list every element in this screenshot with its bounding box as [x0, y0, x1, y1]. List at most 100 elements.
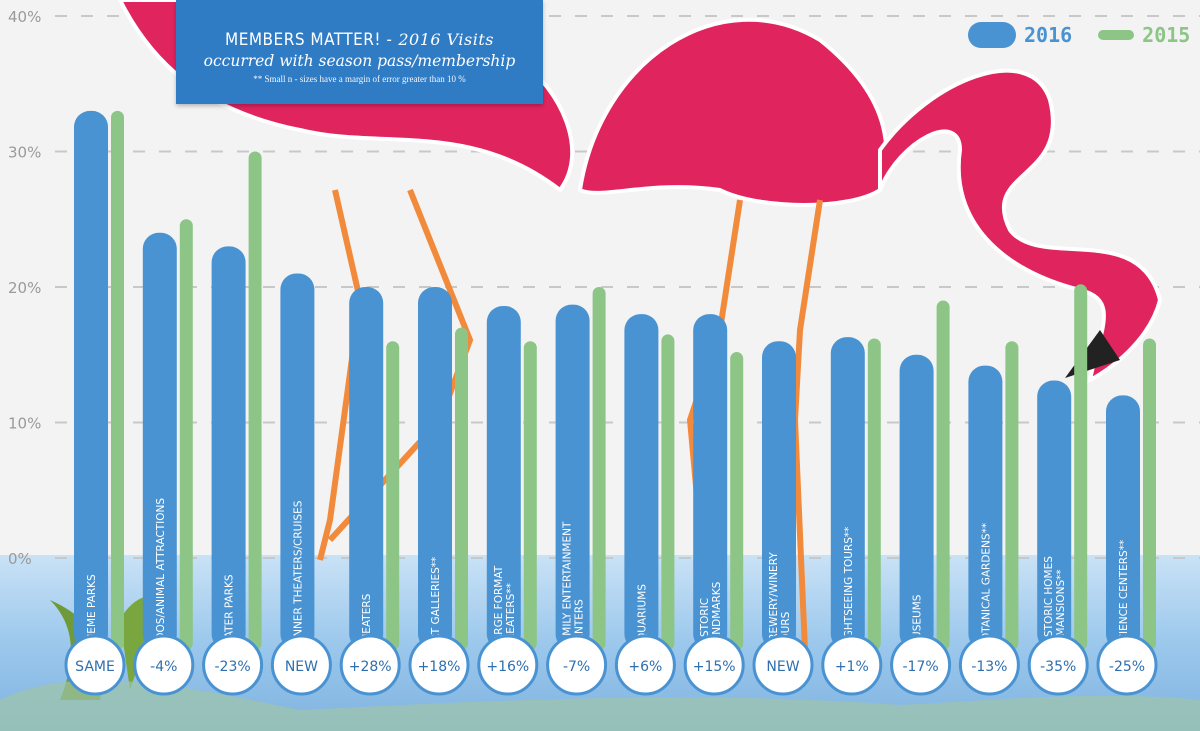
category-6: LARGE FORMATTHEATERS** +16%: [477, 305, 539, 696]
bar-2015: [661, 334, 675, 650]
legend: 2016 2015: [968, 22, 1190, 48]
bar-2016: [349, 287, 384, 650]
category-label-line: BREWERY/WINERY: [768, 552, 780, 648]
bar-2015: [248, 151, 262, 650]
change-label: +6%: [628, 659, 662, 675]
change-label: -25%: [1109, 659, 1145, 675]
change-badge: [546, 634, 608, 696]
bar-2016: [555, 304, 590, 650]
category-label-line: WATER PARKS: [224, 574, 236, 648]
bar-2015: [1143, 338, 1156, 650]
category-label-line: ZOOS/ANIMAL ATTRACTIONS: [155, 498, 167, 648]
category-12: MUSEUMS-17%: [890, 300, 952, 696]
title-heading: MEMBERS MATTER! -: [225, 30, 393, 50]
bar-2015: [1074, 284, 1088, 650]
category-label-line: DINNER THEATERS/CRUISES: [292, 500, 304, 648]
legend-swatch-2015: [1098, 30, 1135, 40]
bar-2015: [111, 110, 124, 651]
category-4: THEATERS+28%: [339, 287, 401, 696]
bar-2016: [1037, 380, 1072, 650]
bar-2015: [179, 219, 193, 650]
category-13: BOTANICAL GARDENS** -13%: [958, 341, 1020, 696]
change-label: +1%: [835, 659, 869, 675]
change-badge: [683, 634, 745, 696]
category-label-line: HISTORIC HOMES: [1043, 556, 1055, 648]
category-label: HISTORIC HOMES& MANSIONS**: [1043, 556, 1067, 648]
change-badge: [133, 634, 195, 696]
change-label: -4%: [150, 659, 177, 675]
bar-2016: [280, 273, 315, 650]
category-label: SIGHTSEEING TOURS**: [843, 527, 855, 648]
category-label: ART GALLERIES**: [430, 557, 442, 648]
category-label: AQUARIUMS: [636, 584, 648, 648]
category-8: AQUARIUMS +6%: [614, 314, 676, 696]
change-badge: [64, 634, 126, 696]
change-label: -7%: [563, 659, 590, 675]
change-label: -17%: [903, 659, 939, 675]
category-9: HISTORICLANDMARKS+15%: [683, 314, 745, 696]
category-15: SCIENCE CENTERS** -25%: [1096, 338, 1158, 696]
category-label: THEME PARKS: [86, 574, 98, 649]
category-label: DINNER THEATERS/CRUISES: [292, 500, 304, 648]
legend-label-2016: 2016: [1024, 23, 1073, 47]
change-badge: [1027, 634, 1089, 696]
bar-2016: [762, 341, 796, 650]
bar-2015: [523, 341, 537, 650]
chart-title: MEMBERS MATTER! - 2016 Visits: [176, 30, 543, 50]
y-axis-ticks: 0% 10% 20% 30% 40%: [8, 8, 41, 568]
category-11: SIGHTSEEING TOURS** +1%: [821, 337, 883, 696]
category-3: DINNER THEATERS/CRUISES NEW: [270, 273, 332, 696]
bar-2015: [867, 338, 881, 650]
chart-title-box: MEMBERS MATTER! - 2016 Visits occurred w…: [176, 0, 543, 104]
category-2: WATER PARKS -23%: [202, 151, 264, 696]
bar-2015: [730, 352, 744, 650]
category-label-line: FAMILY ENTERTAINMENT: [562, 521, 574, 648]
category-label: BOTANICAL GARDENS**: [980, 523, 992, 648]
change-label: -35%: [1040, 659, 1076, 675]
bar-2016: [899, 354, 934, 650]
change-badge: [1096, 634, 1158, 696]
change-badge: [890, 634, 952, 696]
bar-2015: [1005, 341, 1019, 650]
change-badge: [752, 634, 814, 696]
bar-2016: [486, 305, 521, 650]
y-tick-label: 30%: [8, 144, 41, 162]
change-label: NEW: [766, 659, 799, 675]
bar-2016: [830, 337, 865, 650]
chart-subtitle: occurred with season pass/membership: [203, 52, 516, 70]
bar-2016: [624, 314, 659, 650]
bar-2016: [1106, 395, 1140, 650]
category-label-line: THEME PARKS: [86, 574, 98, 649]
category-label-line: LARGE FORMAT: [493, 565, 505, 648]
title-heading-italic: 2016 Visits: [398, 30, 494, 49]
category-label: ZOOS/ANIMAL ATTRACTIONS: [155, 498, 167, 648]
change-badge: [202, 634, 264, 696]
bar-2015: [592, 287, 606, 650]
bar-2016: [142, 232, 177, 651]
y-tick-label: 0%: [8, 550, 32, 568]
category-1: ZOOS/ANIMAL ATTRACTIONS -4%: [133, 219, 195, 696]
legend-swatch-2016: [968, 22, 1016, 48]
chart-note: ** Small n - sizes have a margin of erro…: [253, 74, 466, 84]
category-label-line: AQUARIUMS: [636, 584, 648, 648]
change-badge: [270, 634, 332, 696]
bars: THEME PARKS SAME ZOOS/ANIMAL ATTRACTIONS -4…: [64, 110, 1158, 696]
category-label: SCIENCE CENTERS**: [1118, 540, 1130, 648]
category-5: ART GALLERIES** +18%: [408, 287, 470, 696]
category-label-line: SCIENCE CENTERS**: [1118, 540, 1130, 648]
category-label-line: LANDMARKS: [711, 581, 723, 648]
change-badge: [958, 634, 1020, 696]
y-tick-label: 10%: [8, 415, 41, 433]
category-label-line: BOTANICAL GARDENS**: [980, 523, 992, 648]
bar-2015: [936, 300, 950, 650]
change-label: +28%: [349, 659, 392, 675]
category-7: FAMILY ENTERTAINMENTCENTERS-7%: [546, 287, 608, 696]
change-badge: [821, 634, 883, 696]
change-label: +15%: [693, 659, 736, 675]
bar-2016: [74, 110, 108, 651]
category-label-line: THEATERS**: [505, 583, 517, 649]
y-tick-label: 40%: [8, 8, 41, 26]
bar-2015: [455, 327, 468, 650]
category-label-line: SIGHTSEEING TOURS**: [843, 527, 855, 648]
